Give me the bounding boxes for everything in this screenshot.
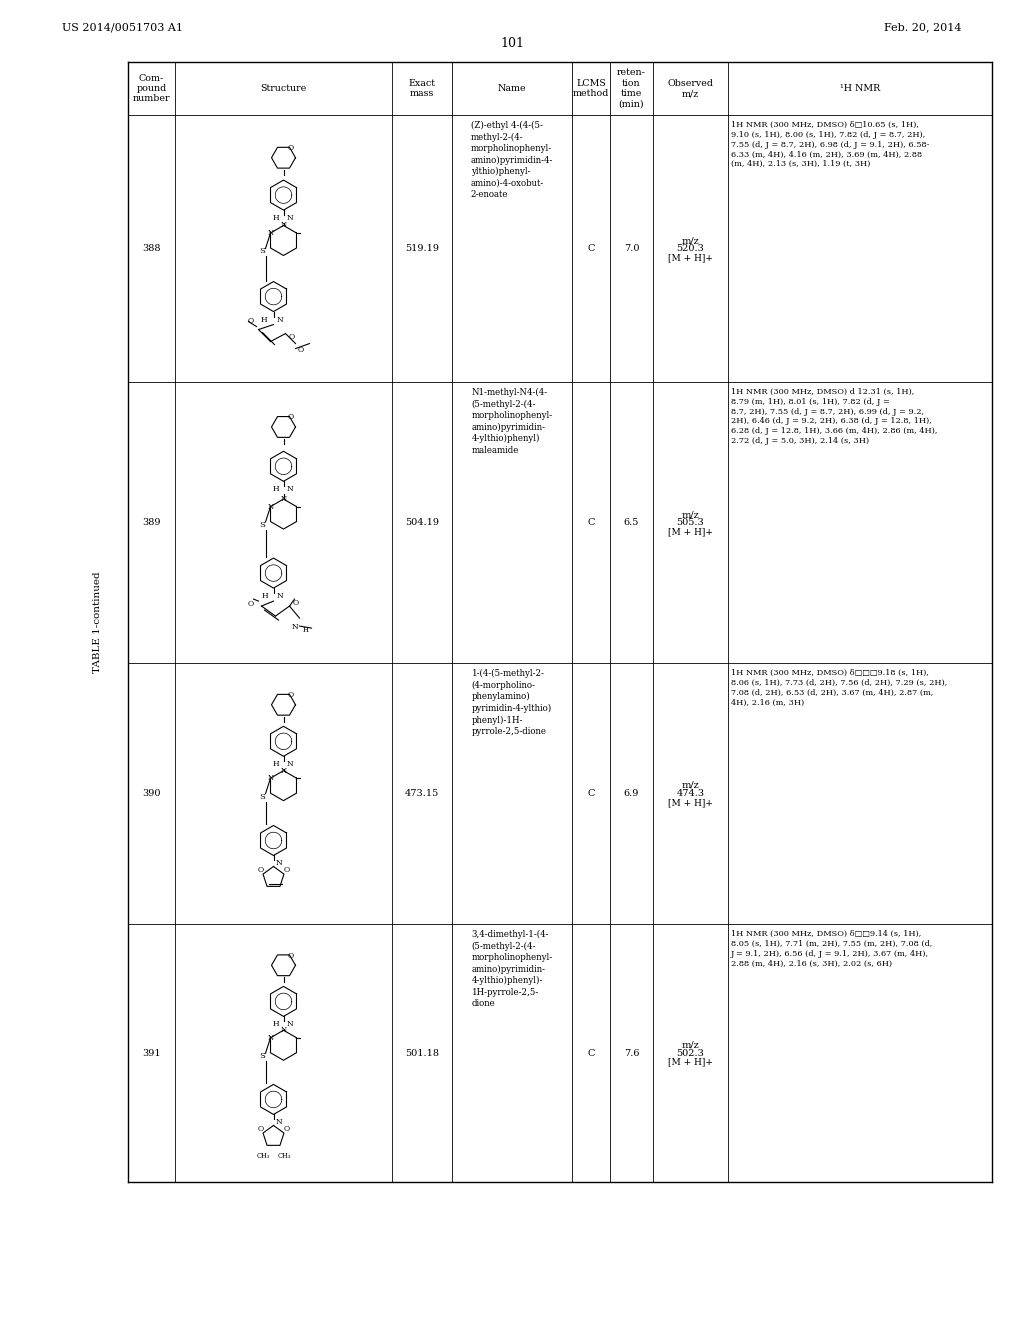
Text: 501.18: 501.18 <box>406 1048 439 1057</box>
Text: O: O <box>288 413 294 421</box>
Text: LCMS
method: LCMS method <box>572 79 609 98</box>
Text: N1-methyl-N4-(4-
(5-methyl-2-(4-
morpholinophenyl-
amino)pyrimidin-
4-ylthio)phe: N1-methyl-N4-(4- (5-methyl-2-(4- morphol… <box>471 388 553 455</box>
Text: N: N <box>281 495 287 503</box>
Text: (Z)-ethyl 4-(4-(5-
methyl-2-(4-
morpholinophenyl-
amino)pyrimidin-4-
ylthio)phen: (Z)-ethyl 4-(4-(5- methyl-2-(4- morpholi… <box>471 121 553 199</box>
Text: Feb. 20, 2014: Feb. 20, 2014 <box>885 22 962 32</box>
Text: 7.0: 7.0 <box>624 244 639 253</box>
Text: 1H NMR (300 MHz, DMSO) d 12.31 (s, 1H),
8.79 (m, 1H), 8.01 (s, 1H), 7.82 (d, J =: 1H NMR (300 MHz, DMSO) d 12.31 (s, 1H), … <box>731 388 938 445</box>
Text: CH₃: CH₃ <box>256 1152 269 1160</box>
Text: 520.3: 520.3 <box>677 244 705 253</box>
Text: O: O <box>284 1125 290 1134</box>
Text: US 2014/0051703 A1: US 2014/0051703 A1 <box>62 22 183 32</box>
Text: O: O <box>284 866 290 874</box>
Text: N: N <box>292 623 299 631</box>
Text: 504.19: 504.19 <box>406 517 439 527</box>
Text: N: N <box>281 222 287 230</box>
Text: [M + H]+: [M + H]+ <box>668 253 713 261</box>
Text: N: N <box>275 1118 283 1126</box>
Text: Structure: Structure <box>260 84 306 92</box>
Text: O: O <box>289 333 295 341</box>
Text: 1H NMR (300 MHz, DMSO) δ□□9.14 (s, 1H),
8.05 (s, 1H), 7.71 (m, 2H), 7.55 (m, 2H): 1H NMR (300 MHz, DMSO) δ□□9.14 (s, 1H), … <box>731 931 933 968</box>
Text: O: O <box>257 866 263 874</box>
Text: O: O <box>293 599 299 607</box>
Text: 388: 388 <box>142 244 161 253</box>
Text: S: S <box>259 521 265 529</box>
Text: O: O <box>288 692 294 700</box>
Text: 474.3: 474.3 <box>677 789 705 799</box>
Text: H: H <box>272 1020 280 1028</box>
Text: O: O <box>298 346 304 354</box>
Text: N: N <box>287 1020 293 1028</box>
Text: S: S <box>259 793 265 801</box>
Text: 101: 101 <box>500 37 524 50</box>
Text: H: H <box>302 626 308 634</box>
Text: 505.3: 505.3 <box>677 517 705 527</box>
Text: m/z: m/z <box>682 236 699 246</box>
Text: reten-
tion
time
(min): reten- tion time (min) <box>617 69 646 108</box>
Text: N: N <box>287 214 293 222</box>
Text: 519.19: 519.19 <box>406 244 439 253</box>
Text: H: H <box>261 315 267 323</box>
Text: N: N <box>287 486 293 494</box>
Text: H: H <box>272 760 280 768</box>
Text: 3,4-dimethyl-1-(4-
(5-methyl-2-(4-
morpholinophenyl-
amino)pyrimidin-
4-ylthio)p: 3,4-dimethyl-1-(4- (5-methyl-2-(4- morph… <box>471 931 553 1008</box>
Text: N: N <box>287 760 293 768</box>
Text: N: N <box>276 593 284 601</box>
Text: 390: 390 <box>142 789 161 799</box>
Text: S: S <box>259 1052 265 1060</box>
Text: O: O <box>248 317 254 325</box>
Text: m/z: m/z <box>682 510 699 519</box>
Text: 1-(4-(5-methyl-2-
(4-morpholino-
phenylamino)
pyrimidin-4-ylthio)
phenyl)-1H-
py: 1-(4-(5-methyl-2- (4-morpholino- phenyla… <box>472 669 552 737</box>
Text: N: N <box>267 228 273 238</box>
Text: N: N <box>275 859 283 867</box>
Text: O: O <box>248 601 254 609</box>
Text: 1H NMR (300 MHz, DMSO) δ□10.65 (s, 1H),
9.10 (s, 1H), 8.00 (s, 1H), 7.82 (d, J =: 1H NMR (300 MHz, DMSO) δ□10.65 (s, 1H), … <box>731 121 930 168</box>
Text: H: H <box>272 214 280 222</box>
Text: Com-
pound
number: Com- pound number <box>133 74 170 103</box>
Text: N: N <box>281 1026 287 1035</box>
Text: m/z: m/z <box>682 1040 699 1049</box>
Text: H: H <box>272 486 280 494</box>
Text: 6.5: 6.5 <box>624 517 639 527</box>
Text: C: C <box>588 244 595 253</box>
Text: O: O <box>257 1125 263 1134</box>
Text: N: N <box>276 315 284 323</box>
Text: ¹H NMR: ¹H NMR <box>840 84 880 92</box>
Text: [M + H]+: [M + H]+ <box>668 1057 713 1067</box>
Text: O: O <box>288 952 294 960</box>
Text: H: H <box>262 593 268 601</box>
Text: 6.9: 6.9 <box>624 789 639 799</box>
Text: N: N <box>267 774 273 783</box>
Text: 502.3: 502.3 <box>677 1048 705 1057</box>
Text: TABLE 1-continued: TABLE 1-continued <box>93 572 102 673</box>
Text: Exact
mass: Exact mass <box>409 79 435 98</box>
Text: m/z: m/z <box>682 781 699 789</box>
Text: S: S <box>259 247 265 256</box>
Text: O: O <box>288 144 294 152</box>
Text: C: C <box>588 789 595 799</box>
Text: C: C <box>588 517 595 527</box>
Text: N: N <box>267 1034 273 1041</box>
Text: Name: Name <box>498 84 526 92</box>
Text: 1H NMR (300 MHz, DMSO) δ□□□9.18 (s, 1H),
8.06 (s, 1H), 7.73 (d, 2H), 7.56 (d, 2H: 1H NMR (300 MHz, DMSO) δ□□□9.18 (s, 1H),… <box>731 669 947 706</box>
Text: 7.6: 7.6 <box>624 1048 639 1057</box>
Text: CH₃: CH₃ <box>278 1152 291 1160</box>
Text: N: N <box>281 767 287 775</box>
Text: [M + H]+: [M + H]+ <box>668 799 713 807</box>
Text: C: C <box>588 1048 595 1057</box>
Text: Observed
m/z: Observed m/z <box>668 79 714 98</box>
Text: 473.15: 473.15 <box>404 789 439 799</box>
Text: 389: 389 <box>142 517 161 527</box>
Text: N: N <box>267 503 273 511</box>
Text: 391: 391 <box>142 1048 161 1057</box>
Text: [M + H]+: [M + H]+ <box>668 527 713 536</box>
